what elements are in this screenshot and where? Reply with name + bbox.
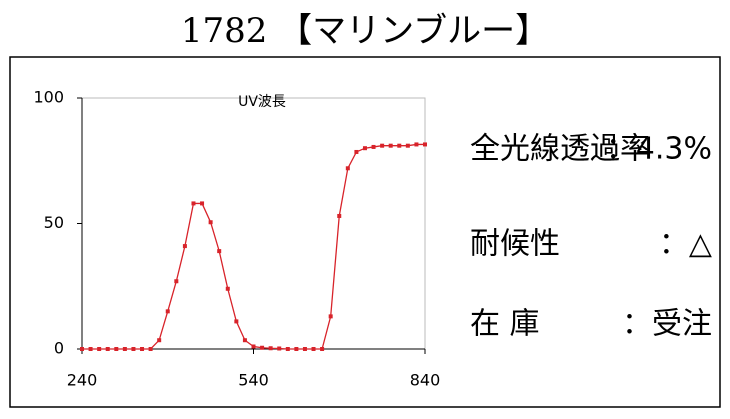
- point: [114, 347, 119, 351]
- spec-value: ：△: [659, 227, 712, 262]
- point: [294, 347, 299, 351]
- x-tick-label: 840: [410, 371, 441, 390]
- point: [302, 347, 307, 351]
- page-title: 1782 【マリンブルー】: [181, 11, 549, 51]
- point: [320, 347, 325, 351]
- point: [174, 279, 179, 284]
- point: [362, 146, 367, 151]
- point: [200, 201, 205, 206]
- chart-title: UV波長: [238, 94, 286, 110]
- point: [242, 338, 247, 343]
- point: [80, 347, 84, 351]
- point: [182, 244, 187, 249]
- y-tick-label: 0: [54, 339, 64, 358]
- frame: [9, 56, 721, 408]
- point: [268, 346, 273, 351]
- point: [260, 345, 265, 350]
- point: [148, 347, 153, 351]
- point: [88, 347, 93, 351]
- spec-label: 耐候性: [470, 227, 560, 262]
- point: [217, 249, 222, 254]
- point: [405, 143, 410, 148]
- point: [105, 347, 110, 351]
- series-line: [82, 143, 425, 350]
- point: [157, 338, 162, 343]
- point: [234, 319, 239, 324]
- point: [380, 143, 385, 148]
- spec-value: ：4.3%: [606, 132, 712, 167]
- spec-value: ：受注: [622, 307, 712, 342]
- point: [165, 309, 170, 314]
- spec-label: 在 庫: [470, 307, 540, 342]
- point: [97, 347, 102, 351]
- point: [251, 344, 256, 349]
- point: [397, 143, 402, 148]
- point: [337, 213, 342, 218]
- point: [131, 347, 136, 351]
- point: [191, 201, 196, 206]
- point: [285, 347, 290, 351]
- point: [328, 314, 333, 319]
- point: [371, 144, 376, 149]
- point: [388, 143, 393, 148]
- point: [423, 142, 427, 147]
- y-tick-label: 50: [44, 213, 64, 232]
- x-tick-label: 540: [238, 371, 269, 390]
- x-tick-label: 240: [67, 371, 98, 390]
- point: [122, 347, 127, 351]
- plot-frame: [81, 97, 426, 350]
- y-tick-label: 100: [33, 88, 64, 107]
- point: [311, 347, 316, 351]
- point: [140, 347, 145, 351]
- spec-label: 全光線透過率: [470, 132, 650, 167]
- point: [277, 346, 282, 351]
- point: [345, 166, 350, 171]
- point: [354, 149, 359, 154]
- point: [225, 286, 230, 291]
- point: [414, 142, 419, 147]
- point: [208, 220, 213, 225]
